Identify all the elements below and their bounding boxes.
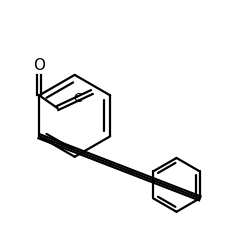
- Text: C: C: [73, 92, 82, 105]
- Text: O: O: [33, 58, 45, 73]
